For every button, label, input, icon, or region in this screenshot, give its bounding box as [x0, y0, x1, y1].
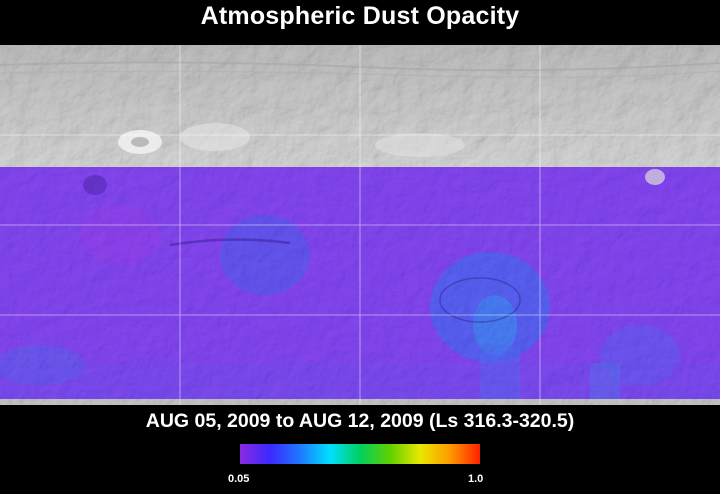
map-title: Atmospheric Dust Opacity [200, 2, 520, 30]
mars-dust-opacity-map [0, 45, 720, 405]
colorbar-max-label: 1.0 [468, 473, 484, 485]
colorbar-min-label: 0.05 [228, 473, 250, 485]
date-range-label: AUG 05, 2009 to AUG 12, 2009 (Ls 316.3-3… [145, 410, 575, 432]
lat-lon-grid [0, 45, 720, 405]
opacity-colorbar [240, 444, 480, 464]
